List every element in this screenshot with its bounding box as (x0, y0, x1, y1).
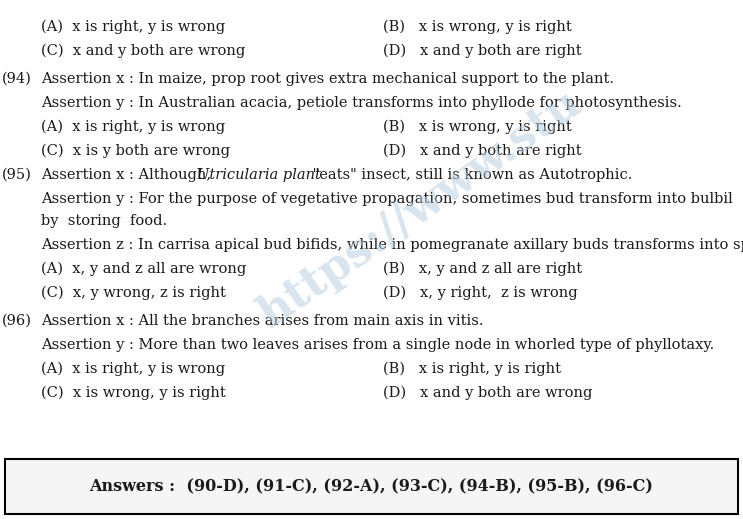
Text: (D)   x and y both are right: (D) x and y both are right (383, 144, 581, 158)
Text: Assertion y : For the purpose of vegetative propagation, sometimes bud transform: Assertion y : For the purpose of vegetat… (41, 192, 733, 206)
Text: Assertion x : All the branches arises from main axis in vitis.: Assertion x : All the branches arises fr… (41, 314, 484, 328)
Text: (D)   x and y both are right: (D) x and y both are right (383, 44, 581, 58)
Text: Utricularia plant: Utricularia plant (197, 168, 321, 182)
Text: (D)   x, y right,  z is wrong: (D) x, y right, z is wrong (383, 286, 577, 300)
Text: (B)   x is right, y is right: (B) x is right, y is right (383, 362, 561, 376)
Text: (95): (95) (2, 168, 32, 182)
Text: Assertion y : In Australian acacia, petiole transforms into phyllode for photosy: Assertion y : In Australian acacia, peti… (41, 96, 681, 110)
Text: (96): (96) (2, 314, 32, 328)
Text: (94): (94) (2, 72, 32, 86)
Text: (B)   x is wrong, y is right: (B) x is wrong, y is right (383, 20, 571, 34)
Text: Assertion x : In maize, prop root gives extra mechanical support to the plant.: Assertion x : In maize, prop root gives … (41, 72, 614, 86)
Text: (C)  x is wrong, y is right: (C) x is wrong, y is right (41, 386, 226, 400)
Text: Assertion x : Although,: Assertion x : Although, (41, 168, 215, 182)
Text: Assertion z : In carrisa apical bud bifids, while in pomegranate axillary buds t: Assertion z : In carrisa apical bud bifi… (41, 238, 743, 252)
Text: (C)  x and y both are wrong: (C) x and y both are wrong (41, 44, 245, 58)
Text: (A)  x is right, y is wrong: (A) x is right, y is wrong (41, 120, 225, 134)
Text: Answers :  (90-D), (91-C), (92-A), (93-C), (94-B), (95-B), (96-C): Answers : (90-D), (91-C), (92-A), (93-C)… (90, 479, 653, 496)
Text: (D)   x and y both are wrong: (D) x and y both are wrong (383, 386, 592, 400)
Text: (C)  x, y wrong, z is right: (C) x, y wrong, z is right (41, 286, 226, 300)
Text: (A)  x, y and z all are wrong: (A) x, y and z all are wrong (41, 262, 246, 276)
Text: (A)  x is right, y is wrong: (A) x is right, y is wrong (41, 362, 225, 376)
Text: (B)   x, y and z all are right: (B) x, y and z all are right (383, 262, 582, 276)
Text: https://www.stu: https://www.stu (251, 81, 589, 336)
Text: by  storing  food.: by storing food. (41, 214, 167, 228)
FancyBboxPatch shape (5, 459, 738, 514)
Text: (C)  x is y both are wrong: (C) x is y both are wrong (41, 144, 230, 158)
Text: Assertion y : More than two leaves arises from a single node in whorled type of : Assertion y : More than two leaves arise… (41, 338, 714, 352)
Text: (A)  x is right, y is wrong: (A) x is right, y is wrong (41, 20, 225, 34)
Text: (B)   x is wrong, y is right: (B) x is wrong, y is right (383, 120, 571, 134)
Text: "eats" insect, still is known as Autotrophic.: "eats" insect, still is known as Autotro… (308, 168, 632, 182)
